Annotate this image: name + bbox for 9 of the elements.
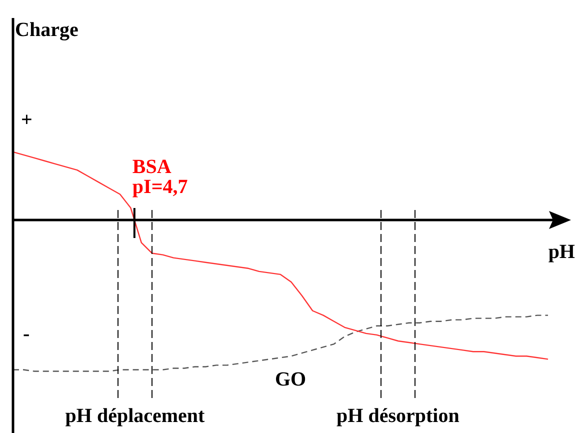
annotation: pI=4,7 — [132, 176, 188, 198]
text: Charge — [15, 19, 78, 41]
x-axis-title: pH — [548, 241, 576, 263]
text: pH déplacement — [65, 405, 206, 427]
series-label: GO — [274, 368, 306, 391]
text: pH désorption — [336, 405, 460, 427]
annotation: - — [23, 323, 30, 345]
text: + — [21, 109, 32, 131]
series-label: BSA — [132, 156, 172, 178]
